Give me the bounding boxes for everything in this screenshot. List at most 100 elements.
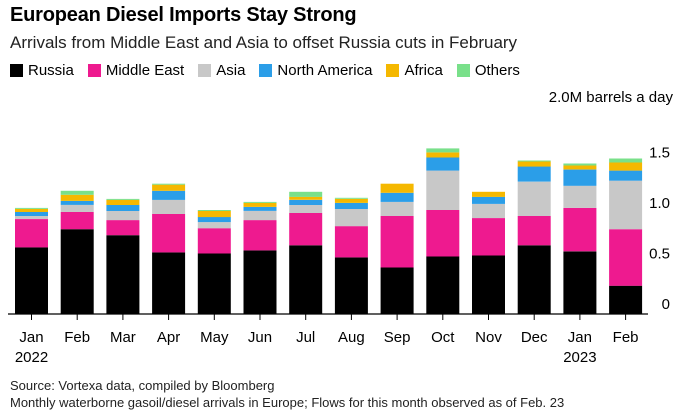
legend-label-asia: Asia xyxy=(216,62,246,79)
bar-segment-middle-east xyxy=(472,218,505,256)
bar-segment-africa xyxy=(243,202,277,207)
bar-segment-others xyxy=(197,210,231,211)
legend-label-russia: Russia xyxy=(28,62,74,79)
x-tick-label: Jan xyxy=(19,329,43,346)
legend-item-africa: Africa xyxy=(386,62,443,79)
bar-segment-africa xyxy=(517,161,551,167)
bar-segment-africa xyxy=(334,198,368,203)
bar-segment-north-america xyxy=(60,200,94,205)
bar-segment-north-america xyxy=(243,206,277,211)
bar-segment-middle-east xyxy=(15,219,48,248)
bar-segment-middle-east xyxy=(243,220,277,251)
legend-item-middle-east: Middle East xyxy=(87,62,185,79)
legend-item-north-america: North America xyxy=(259,62,372,79)
bar-segment-asia xyxy=(380,201,414,216)
x-tick-label: Jun xyxy=(248,329,272,346)
bar-segment-russia xyxy=(60,229,94,314)
bar-segment-others xyxy=(517,160,551,162)
bar-segment-africa xyxy=(197,211,231,218)
x-year-label: 2023 xyxy=(563,349,596,366)
bar-segment-middle-east xyxy=(197,228,231,254)
bar-segment-north-america xyxy=(334,202,368,209)
bar-segment-russia xyxy=(609,285,643,314)
bar-segment-others xyxy=(243,201,277,203)
bar-segment-others xyxy=(15,207,48,209)
x-tick-label: Oct xyxy=(431,329,455,346)
bar-segment-middle-east xyxy=(380,216,414,268)
legend-label-africa: Africa xyxy=(404,62,443,79)
legend-label-middle-east: Middle East xyxy=(105,62,185,79)
bar-segment-others xyxy=(106,198,140,200)
legend-swatch-middle-east xyxy=(87,64,101,77)
chart-title: European Diesel Imports Stay Strong xyxy=(10,4,357,26)
bar-segment-middle-east xyxy=(334,226,368,258)
bar-segment-north-america xyxy=(197,217,231,223)
y-tick-label: 0.5 xyxy=(649,246,670,263)
x-tick-label: Sep xyxy=(384,329,411,346)
bar-segment-asia xyxy=(517,181,551,216)
bar-segment-north-america xyxy=(152,190,186,200)
x-tick-label: Jul xyxy=(296,329,315,346)
bar-segment-africa xyxy=(609,162,643,171)
bar-segment-others xyxy=(426,148,460,153)
bar-segment-asia xyxy=(243,211,277,221)
chart-subtitle: Arrivals from Middle East and Asia to of… xyxy=(10,33,518,52)
source-note: Source: Vortexa data, compiled by Bloomb… xyxy=(10,378,275,393)
bar-segment-africa xyxy=(152,184,186,191)
x-tick-label: Feb xyxy=(613,329,639,346)
x-tick-label: Nov xyxy=(475,329,502,346)
x-year-label: 2022 xyxy=(15,349,48,366)
bar-segment-africa xyxy=(563,165,597,170)
bar-segment-north-america xyxy=(106,204,140,211)
bar-segment-middle-east xyxy=(609,229,643,286)
x-tick-label: Dec xyxy=(521,329,548,346)
x-tick-label: Feb xyxy=(64,329,90,346)
legend: Russia Middle East Asia North America Af… xyxy=(10,62,534,79)
bar-segment-others xyxy=(60,190,94,195)
y-axis-unit-label: 2.0M barrels a day xyxy=(548,89,673,106)
legend-swatch-others xyxy=(456,64,470,77)
bar-segment-asia xyxy=(60,204,94,212)
bar-segment-asia xyxy=(106,211,140,221)
bar-segment-russia xyxy=(106,235,140,314)
y-tick-label: 0 xyxy=(662,296,670,313)
bar-segment-others xyxy=(289,191,323,197)
bar-segment-north-america xyxy=(563,169,597,186)
legend-item-others: Others xyxy=(456,62,520,79)
bar-segment-asia xyxy=(152,199,186,214)
legend-item-russia: Russia xyxy=(10,62,74,79)
bar-segment-others xyxy=(152,183,186,185)
bar-segment-middle-east xyxy=(106,220,140,236)
legend-swatch-asia xyxy=(198,64,212,77)
bar-segment-russia xyxy=(334,257,368,314)
bar-segment-north-america xyxy=(517,166,551,182)
bar-segment-middle-east xyxy=(563,207,597,252)
bar-segment-africa xyxy=(60,194,94,201)
x-tick-label: May xyxy=(200,329,229,346)
bar-segment-north-america xyxy=(472,196,505,204)
bar-segment-asia xyxy=(334,209,368,227)
bar-segment-north-america xyxy=(15,212,48,216)
legend-swatch-north-america xyxy=(259,64,273,77)
legend-swatch-africa xyxy=(386,64,400,77)
bar-segment-africa xyxy=(106,199,140,205)
footnote: Monthly waterborne gasoil/diesel arrival… xyxy=(10,395,565,410)
bar-segment-asia xyxy=(563,185,597,208)
bar-segment-africa xyxy=(426,152,460,158)
legend-label-others: Others xyxy=(474,62,520,79)
legend-swatch-russia xyxy=(10,64,23,77)
y-tick-label: 1.0 xyxy=(649,195,670,212)
bar-segment-north-america xyxy=(609,170,643,181)
bar-segment-asia xyxy=(289,204,323,213)
bar-segment-russia xyxy=(152,252,186,314)
bar-segment-asia xyxy=(15,216,48,219)
bar-segment-middle-east xyxy=(152,214,186,253)
x-tick-label: Jan xyxy=(568,329,592,346)
bar-segment-north-america xyxy=(289,199,323,205)
bar-segment-middle-east xyxy=(426,210,460,257)
bar-segment-others xyxy=(609,158,643,163)
legend-item-asia: Asia xyxy=(198,62,245,79)
x-tick-label: Mar xyxy=(110,329,136,346)
bar-segment-middle-east xyxy=(289,213,323,246)
